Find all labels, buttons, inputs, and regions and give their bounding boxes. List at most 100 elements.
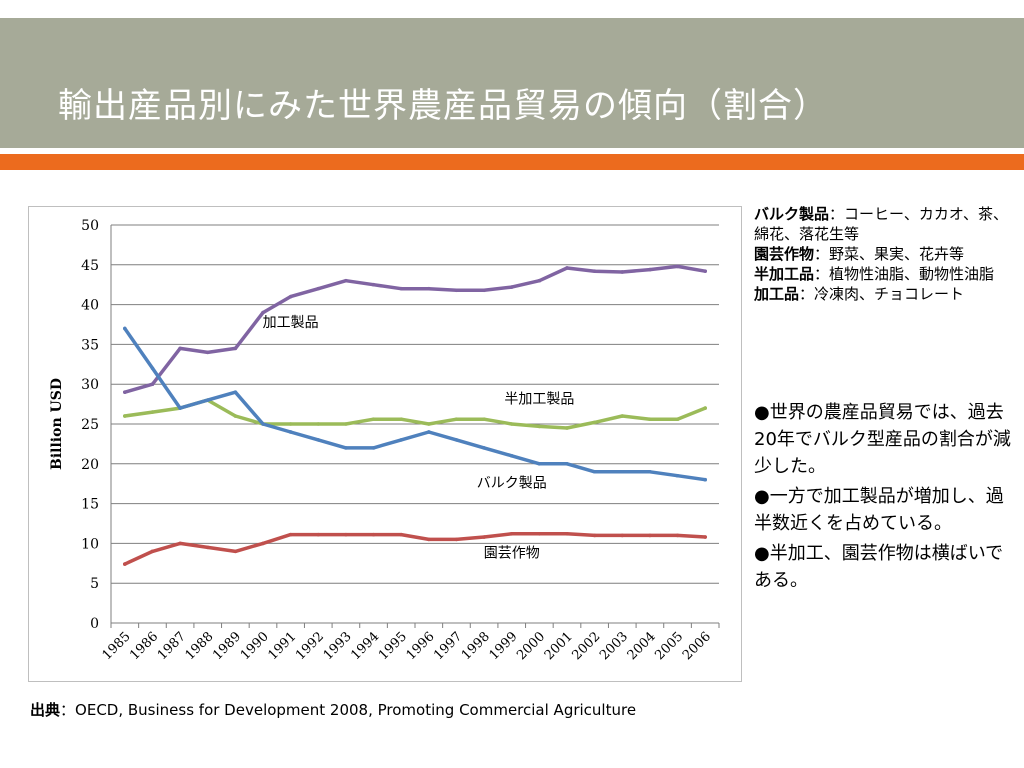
data-point xyxy=(703,477,707,482)
data-point xyxy=(205,398,210,402)
chart-area: 0 5 10 15 20 25 30 35 40 45 50 1985 1986 1987 1988 1989… xyxy=(28,206,742,682)
series-line xyxy=(123,398,707,430)
y-tick-label: 5 xyxy=(90,576,99,592)
data-point xyxy=(427,430,431,434)
data-point xyxy=(427,422,431,426)
data-point xyxy=(565,266,569,270)
data-point xyxy=(288,532,293,537)
data-point xyxy=(509,285,514,289)
data-point xyxy=(648,417,652,422)
series-line xyxy=(123,264,707,394)
data-point xyxy=(565,426,569,430)
data-point xyxy=(509,532,514,536)
data-point xyxy=(399,286,403,291)
data-point xyxy=(482,417,486,422)
data-point xyxy=(399,438,403,442)
series-label: 半加工製品 xyxy=(504,391,574,407)
data-point xyxy=(205,545,210,550)
y-tick-label: 50 xyxy=(81,218,99,234)
definition-separator: ： xyxy=(799,285,815,303)
x-tick-label: 2001 xyxy=(542,629,576,663)
y-tick-label: 20 xyxy=(81,457,99,473)
data-point xyxy=(648,267,652,272)
y-tick-label: 0 xyxy=(90,616,99,632)
data-point xyxy=(178,346,182,351)
data-point xyxy=(205,350,210,355)
data-point xyxy=(344,446,348,450)
y-tick-label: 30 xyxy=(81,377,99,393)
data-point xyxy=(344,532,348,537)
definition-separator: ： xyxy=(814,265,830,283)
x-tick-label: 2000 xyxy=(514,629,548,663)
data-point xyxy=(565,462,569,466)
x-tick-label: 1998 xyxy=(459,629,493,663)
y-tick-label: 10 xyxy=(81,536,99,552)
data-point xyxy=(537,278,542,283)
x-tick-label: 2003 xyxy=(597,629,631,663)
divider xyxy=(0,148,1024,154)
data-point xyxy=(703,269,707,273)
definition-term: バルク製品 xyxy=(754,205,830,223)
x-tick-label: 1990 xyxy=(238,629,272,663)
data-point xyxy=(565,532,569,536)
x-tick-label: 1999 xyxy=(487,629,521,663)
data-point xyxy=(399,532,403,537)
x-tick-label: 1997 xyxy=(431,629,465,663)
data-point xyxy=(592,469,597,474)
bullet-item: ●一方で加工製品が増加し、過半数近くを占めている。 xyxy=(754,486,1004,534)
x-tick-label: 1992 xyxy=(293,629,327,663)
data-point xyxy=(675,533,680,538)
data-point xyxy=(150,382,155,386)
x-tick-label: 1986 xyxy=(127,629,161,663)
x-tick-label: 1996 xyxy=(404,629,438,663)
data-point xyxy=(509,422,514,426)
definition-term: 園芸作物 xyxy=(754,245,815,263)
data-point xyxy=(537,424,542,429)
y-tick-label: 45 xyxy=(81,258,99,274)
source-separator: ： xyxy=(60,701,76,719)
x-tick-label: 1985 xyxy=(100,629,134,663)
data-point xyxy=(288,430,293,434)
data-point xyxy=(482,446,486,450)
data-point xyxy=(620,270,625,274)
definition-text: 植物性油脂、動物性油脂 xyxy=(829,265,995,283)
source-citation: 出典：OECD, Business for Development 2008, … xyxy=(30,699,636,720)
definition-text: 野菜、果実、花卉等 xyxy=(829,245,965,263)
x-tick-label: 2005 xyxy=(652,629,686,663)
y-axis-title: Billion USD xyxy=(49,378,65,470)
y-tick-label: 15 xyxy=(81,497,99,513)
definition-separator: ： xyxy=(814,245,830,263)
definition-term: 加工品 xyxy=(754,285,800,303)
slide-title: 輸出産品別にみた世界農産品貿易の傾向（割合） xyxy=(58,86,828,126)
x-tick-label: 1987 xyxy=(155,629,189,663)
category-definitions: バルク製品：コーヒー、カカオ、茶、綿花、落花生等 園芸作物：野菜、果実、花卉等 … xyxy=(754,204,1016,304)
definition-separator: ： xyxy=(829,205,845,223)
data-point xyxy=(150,410,155,414)
definition-processed: 加工品：冷凍肉、チョコレート xyxy=(754,284,1016,304)
data-point xyxy=(703,406,707,410)
data-point xyxy=(482,535,486,539)
data-point xyxy=(620,414,625,418)
series-line xyxy=(123,532,707,566)
x-tick-label: 1988 xyxy=(183,629,217,663)
data-point xyxy=(454,288,459,293)
series-line xyxy=(123,326,707,482)
x-tick-label: 1995 xyxy=(376,629,410,663)
data-point xyxy=(427,537,431,542)
data-point xyxy=(648,469,652,474)
data-point xyxy=(537,462,542,466)
definition-bulk: バルク製品：コーヒー、カカオ、茶、綿花、落花生等 xyxy=(754,204,1016,244)
title-bar: 輸出産品別にみた世界農産品貿易の傾向（割合） xyxy=(0,18,1024,148)
data-point xyxy=(233,346,238,351)
data-point xyxy=(454,438,459,442)
data-point xyxy=(371,282,376,287)
data-point xyxy=(399,417,403,422)
source-label: 出典 xyxy=(30,701,61,719)
data-point xyxy=(592,420,597,425)
x-tick-label: 1989 xyxy=(210,629,244,663)
accent-bar xyxy=(0,154,1024,170)
data-point xyxy=(344,278,348,283)
data-point xyxy=(261,541,265,546)
x-tick-label: 2004 xyxy=(625,629,659,663)
line-chart: 0 5 10 15 20 25 30 35 40 45 50 19851986198719881989… xyxy=(49,218,720,663)
